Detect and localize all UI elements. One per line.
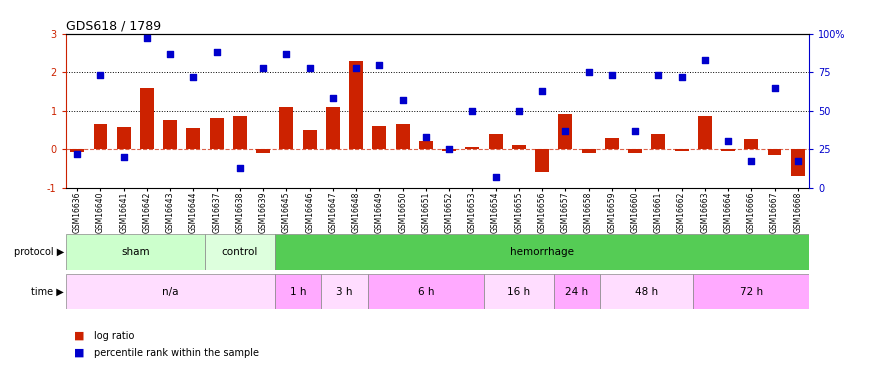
Point	[536, 88, 550, 94]
Bar	[693, 274, 809, 309]
Point	[279, 51, 293, 57]
Point	[186, 74, 200, 80]
Bar	[275, 274, 321, 309]
Bar	[582, 149, 596, 153]
Text: sham: sham	[121, 247, 150, 257]
Bar	[186, 128, 200, 149]
Point	[442, 146, 456, 152]
Text: percentile rank within the sample: percentile rank within the sample	[94, 348, 259, 357]
Bar	[767, 149, 781, 155]
Bar	[70, 149, 84, 152]
Point	[651, 72, 665, 78]
Point	[326, 95, 340, 101]
Point	[164, 51, 178, 57]
Point	[605, 72, 619, 78]
Text: 1 h: 1 h	[290, 286, 306, 297]
Text: 72 h: 72 h	[739, 286, 763, 297]
Bar	[210, 118, 224, 149]
Text: log ratio: log ratio	[94, 331, 134, 340]
Bar	[256, 149, 270, 153]
Bar	[303, 130, 317, 149]
Point	[721, 138, 735, 144]
Point	[558, 128, 572, 134]
Point	[303, 64, 317, 70]
Text: 24 h: 24 h	[565, 286, 589, 297]
Bar	[66, 234, 205, 270]
Bar	[488, 134, 502, 149]
Text: control: control	[221, 247, 258, 257]
Point	[628, 128, 642, 134]
Point	[70, 151, 84, 157]
Text: 16 h: 16 h	[507, 286, 530, 297]
Text: 48 h: 48 h	[635, 286, 658, 297]
Bar	[373, 126, 387, 149]
Text: hemorrhage: hemorrhage	[510, 247, 574, 257]
Text: GDS618 / 1789: GDS618 / 1789	[66, 20, 161, 33]
Text: time ▶: time ▶	[31, 286, 64, 297]
Bar	[205, 234, 275, 270]
Point	[256, 64, 270, 70]
Bar	[554, 274, 600, 309]
Bar	[233, 116, 247, 149]
Bar	[140, 88, 154, 149]
Bar	[536, 149, 550, 172]
Bar	[442, 149, 456, 151]
Point	[697, 57, 711, 63]
Point	[582, 69, 596, 75]
Bar	[675, 149, 689, 151]
Bar	[396, 124, 410, 149]
Point	[675, 74, 689, 80]
Bar	[94, 124, 108, 149]
Point	[767, 85, 781, 91]
Bar	[164, 120, 177, 149]
Point	[512, 108, 526, 114]
Bar	[628, 149, 642, 153]
Point	[466, 108, 480, 114]
Text: protocol ▶: protocol ▶	[14, 247, 64, 257]
Text: ■: ■	[74, 331, 85, 340]
Bar	[600, 274, 693, 309]
Bar	[326, 107, 340, 149]
Bar	[116, 127, 130, 149]
Bar	[605, 138, 619, 149]
Bar	[466, 147, 480, 149]
Text: n/a: n/a	[162, 286, 178, 297]
Point	[791, 158, 805, 164]
Bar	[721, 149, 735, 151]
Text: 6 h: 6 h	[417, 286, 434, 297]
Point	[349, 64, 363, 70]
Bar	[419, 141, 433, 149]
Point	[745, 158, 759, 164]
Point	[233, 165, 247, 171]
Bar	[484, 274, 554, 309]
Bar	[349, 61, 363, 149]
Point	[210, 49, 224, 55]
Point	[373, 62, 387, 68]
Point	[396, 97, 410, 103]
Bar	[66, 274, 275, 309]
Point	[488, 174, 502, 180]
Text: 3 h: 3 h	[336, 286, 353, 297]
Bar	[698, 116, 711, 149]
Text: ■: ■	[74, 348, 85, 357]
Point	[140, 35, 154, 41]
Point	[419, 134, 433, 140]
Bar	[279, 107, 293, 149]
Bar	[368, 274, 484, 309]
Bar	[791, 149, 805, 176]
Point	[116, 154, 130, 160]
Point	[94, 72, 108, 78]
Bar	[321, 274, 368, 309]
Bar	[558, 114, 572, 149]
Bar	[745, 140, 759, 149]
Bar	[512, 145, 526, 149]
Bar	[275, 234, 809, 270]
Bar	[651, 134, 665, 149]
